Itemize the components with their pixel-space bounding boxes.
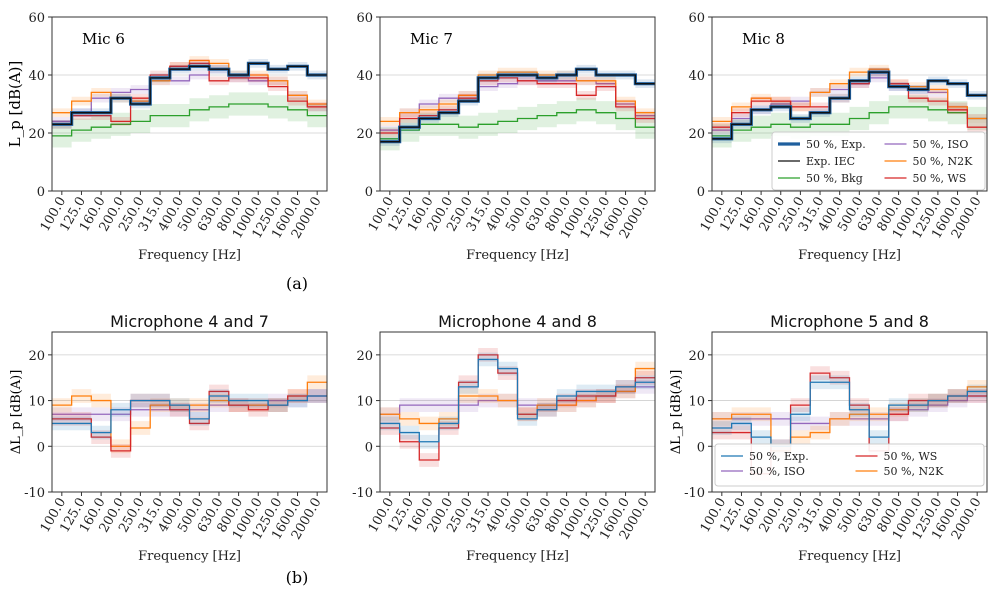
axes-frame	[711, 16, 988, 192]
x-axis-label: Frequency [Hz]	[138, 549, 241, 564]
legend-label-iso: 50 %, ISO	[749, 465, 805, 478]
band-iso	[712, 389, 987, 431]
y-tick-label: 0	[37, 185, 45, 200]
band-n2k	[52, 56, 327, 118]
series-line-iec	[380, 68, 655, 143]
y-tick-label: 0	[365, 440, 373, 455]
y-tick-label: 20	[356, 127, 373, 142]
caption-a: (a)	[286, 274, 308, 293]
series-line-ws	[712, 71, 987, 128]
series-line-exp_light	[380, 358, 655, 443]
band-n2k	[380, 67, 655, 126]
y-tick-label: 60	[688, 11, 705, 26]
legend-label-n2k: 50 %, N2K	[884, 465, 945, 478]
band-iso	[52, 64, 327, 126]
x-axis-label: Frequency [Hz]	[138, 248, 241, 263]
series-line-iec	[52, 62, 327, 125]
legend-label-iso: 50 %, ISO	[913, 138, 969, 151]
panel-label: Mic 6	[82, 30, 125, 48]
y-tick-label: -10	[352, 486, 373, 501]
y-tick-label: 20	[356, 349, 373, 364]
panel-label: Mic 7	[410, 30, 453, 48]
axes-frame	[379, 16, 656, 192]
x-axis-label: Frequency [Hz]	[466, 549, 569, 564]
y-tick-label: 40	[28, 69, 45, 84]
subplot-title: Microphone 4 and 8	[438, 312, 597, 331]
legend-box	[771, 131, 986, 191]
y-tick-label: 0	[697, 185, 705, 200]
subplot-title: Microphone 5 and 8	[770, 312, 929, 331]
legend: 50 %, Exp. 50 %, WS 50 %, ISO 50 %, N2K	[714, 443, 985, 487]
band-bkg	[52, 92, 327, 148]
legend-label-ws: 50 %, WS	[884, 450, 938, 463]
y-tick-label: 60	[28, 11, 45, 26]
series-line-n2k	[712, 68, 987, 123]
caption-b: (b)	[286, 568, 309, 587]
subplot-6: -1001020100.0125.0160.0200.0250.0315.040…	[669, 312, 988, 564]
axes-frame	[379, 331, 656, 493]
legend-label-bkg: 50 %, Bkg	[806, 172, 863, 185]
legend: 50 %, Exp. 50 %, ISO Exp. IEC 50 %, N2K 50 %…	[771, 131, 986, 191]
subplot-1: 0204060100.0125.0160.0200.0250.0315.0400…	[6, 11, 328, 263]
series-line-bkg	[52, 103, 327, 137]
subplot-5: -1001020100.0125.0160.0200.0250.0315.040…	[352, 312, 656, 564]
axes-frame	[51, 16, 328, 192]
series-line-n2k	[380, 71, 655, 123]
subplot-title: Microphone 4 and 7	[110, 312, 269, 331]
legend-label-iec: Exp. IEC	[806, 155, 855, 168]
band-iso	[380, 76, 655, 135]
y-axis-label: ΔL_p [dB(A)]	[9, 370, 24, 455]
y-tick-label: 0	[365, 185, 373, 200]
legend-label-n2k: 50 %, N2K	[913, 155, 974, 168]
band-exp_light	[380, 352, 655, 449]
legend-label-ws: 50 %, WS	[913, 172, 967, 185]
series-line-exp_light	[52, 395, 327, 434]
band-bkg	[380, 98, 655, 151]
series-line-iso	[712, 395, 987, 425]
band-ws	[52, 59, 327, 129]
y-tick-label: 10	[688, 395, 705, 410]
axes-frame	[711, 331, 988, 493]
series-line-iec	[712, 71, 987, 140]
x-axis-label: Frequency [Hz]	[466, 248, 569, 263]
y-tick-label: 20	[28, 127, 45, 142]
legend-label-exp_light: 50 %, Exp.	[749, 450, 809, 463]
series-line-bkg	[380, 109, 655, 140]
legend-box	[714, 443, 985, 487]
y-axis-label: L_p [dB(A)]	[6, 61, 24, 148]
x-axis-label: Frequency [Hz]	[798, 248, 901, 263]
subplot-4: -1001020100.0125.0160.0200.0250.0315.040…	[9, 312, 328, 564]
subplot-2: 0204060100.0125.0160.0200.0250.0315.0400…	[356, 11, 656, 263]
y-tick-label: 10	[28, 395, 45, 410]
x-axis-label: Frequency [Hz]	[798, 549, 901, 564]
y-tick-label: 20	[688, 349, 705, 364]
y-tick-label: 0	[37, 440, 45, 455]
series-line-bkg	[712, 106, 987, 137]
y-tick-label: 40	[356, 69, 373, 84]
y-tick-label: 20	[688, 127, 705, 142]
y-tick-label: 10	[356, 395, 373, 410]
series-line-exp_light	[712, 381, 987, 447]
band-exp	[380, 64, 655, 147]
band-exp	[712, 67, 987, 144]
y-axis-label: ΔL_p [dB(A)]	[669, 370, 684, 455]
y-tick-label: 0	[697, 440, 705, 455]
y-tick-label: -10	[24, 486, 45, 501]
panel-label: Mic 8	[742, 30, 785, 48]
y-tick-label: 40	[688, 69, 705, 84]
axes-frame	[51, 331, 328, 493]
legend-label-exp: 50 %, Exp.	[806, 138, 866, 151]
y-tick-label: -10	[684, 486, 705, 501]
series-line-ws	[380, 77, 655, 134]
band-exp_light	[712, 375, 987, 454]
y-tick-label: 20	[28, 349, 45, 364]
y-tick-label: 60	[356, 11, 373, 26]
subplot-3: 0204060100.0125.0160.0200.0250.0315.0400…	[688, 11, 988, 263]
band-n2k	[712, 64, 987, 126]
